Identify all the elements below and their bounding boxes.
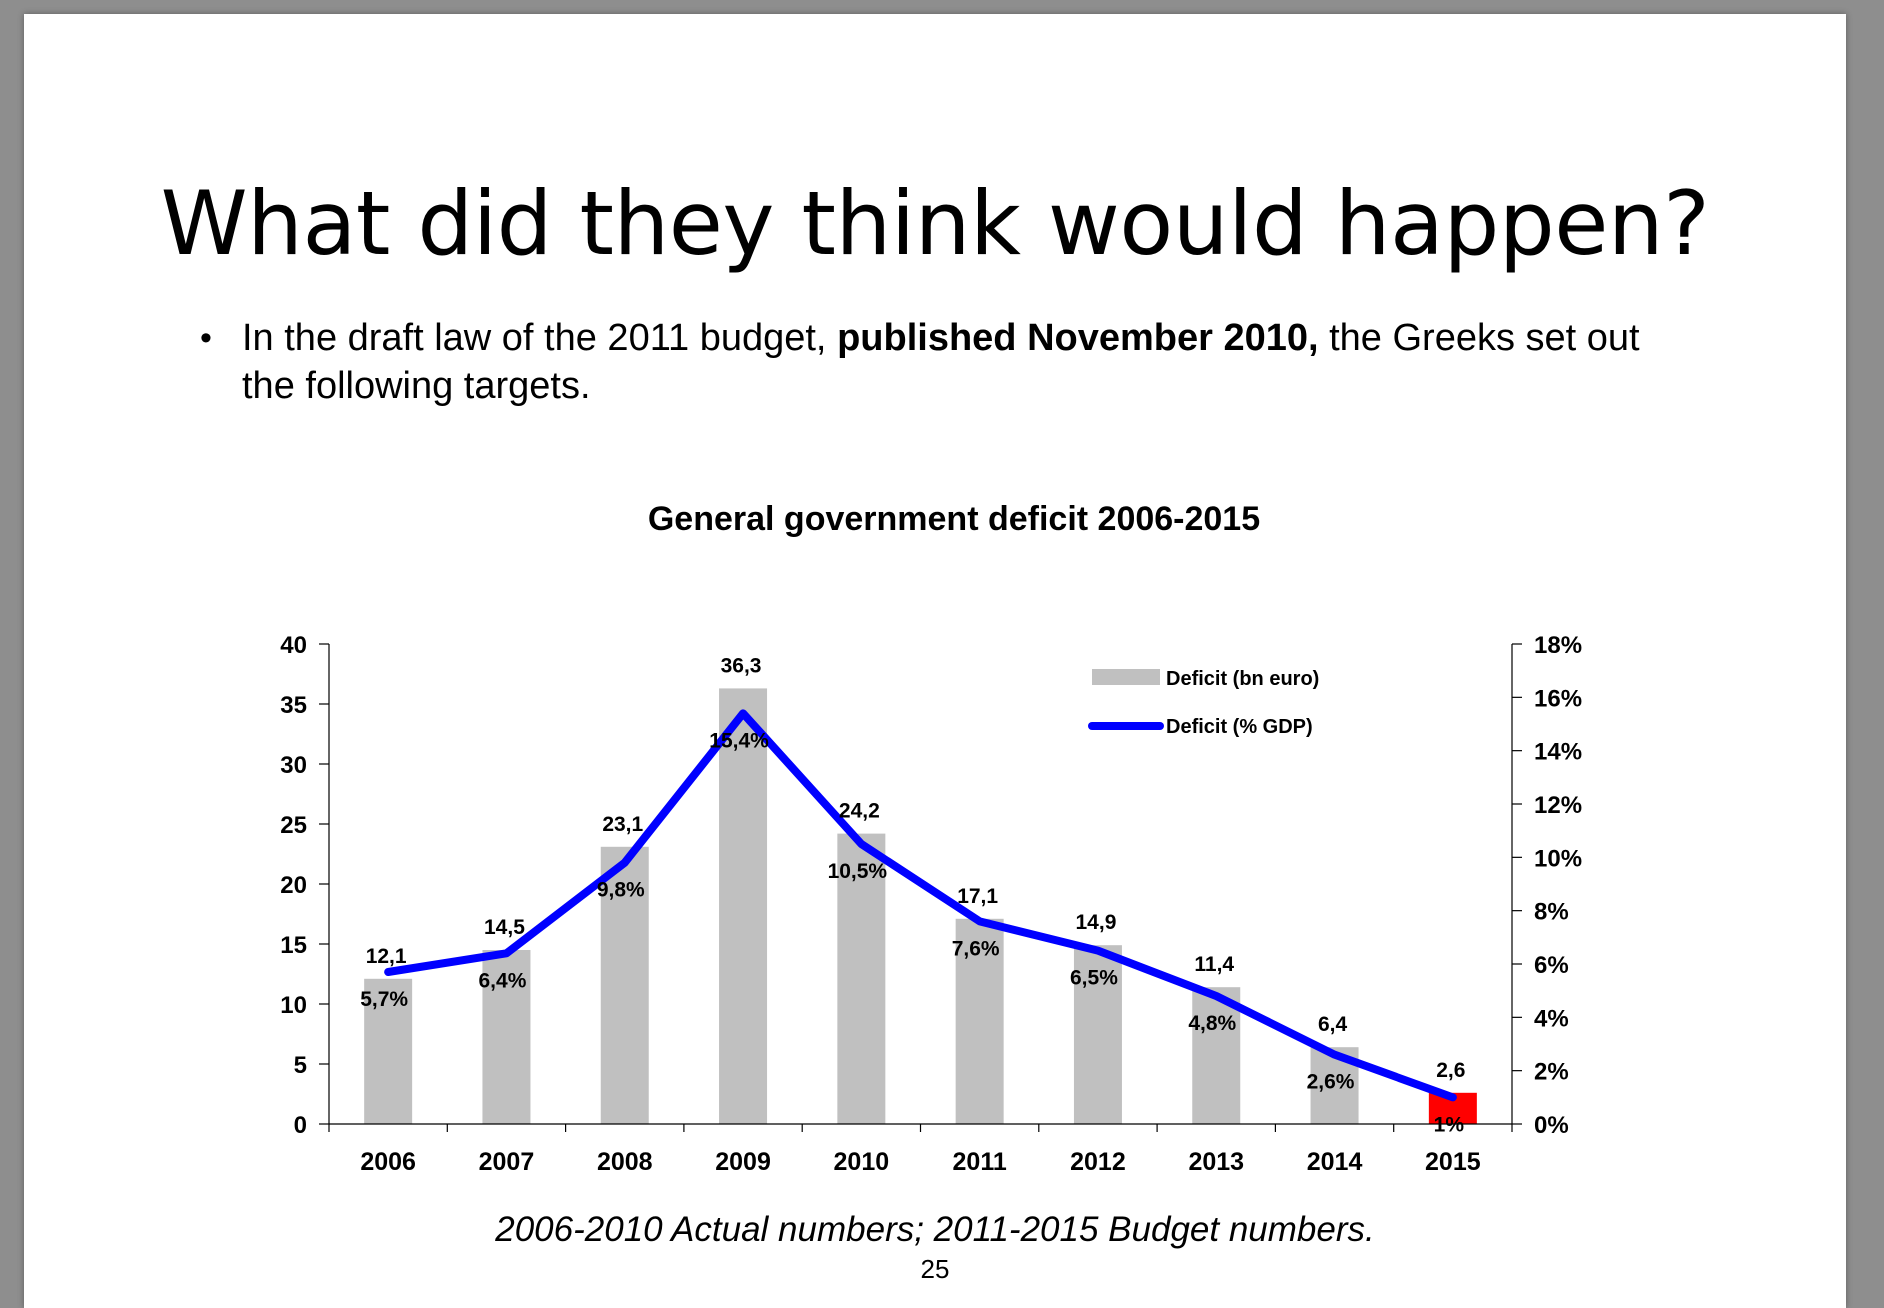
bar-value-label: 36,3 [721, 654, 762, 677]
right-tick-label: 4% [1534, 1005, 1569, 1032]
bar-series [364, 688, 1477, 1124]
left-tick-label: 30 [280, 752, 307, 779]
line-value-label: 9,8% [597, 879, 645, 902]
line-value-label: 6,4% [479, 969, 527, 992]
legend-bar-swatch [1092, 669, 1160, 685]
left-tick-label: 5 [294, 1052, 307, 1079]
bar-2012 [1073, 945, 1122, 1124]
page-number: 25 [920, 1254, 950, 1284]
right-tick-label: 8% [1534, 899, 1569, 926]
bar-value-label: 14,9 [1076, 911, 1117, 934]
line-value-label: 6,5% [1070, 967, 1118, 990]
bar-2013 [1192, 987, 1241, 1124]
line-value-label: 2,6% [1307, 1071, 1355, 1094]
right-tick-label: 6% [1534, 952, 1569, 979]
bullet-text-end: the Greeks set out the following targets… [242, 317, 1640, 407]
left-tick-label: 35 [280, 692, 307, 719]
bar-value-label: 17,1 [957, 885, 998, 908]
bar-value-label: 12,1 [366, 945, 407, 968]
x-tick-label: 2010 [834, 1148, 890, 1176]
right-tick-label: 0% [1534, 1112, 1569, 1139]
x-tick-label: 2012 [1070, 1148, 1126, 1176]
chart-legend: Deficit (bn euro) Deficit (% GDP) [1088, 668, 1319, 738]
bar-2009 [719, 688, 768, 1124]
bar-2006 [364, 978, 413, 1124]
left-tick-label: 0 [294, 1112, 307, 1139]
line-value-label: 4,8% [1188, 1012, 1236, 1035]
right-tick-label: 2% [1534, 1059, 1569, 1086]
left-tick-label: 10 [280, 992, 307, 1019]
line-value-label: 1% [1434, 1113, 1465, 1136]
chart-axes: 0 5 10 15 20 25 30 35 40 0% 2% 4% 6% 8% 10% 12% 14% 16% 18… [280, 632, 1582, 1176]
line-value-label: 5,7% [360, 988, 408, 1011]
bar-2007 [482, 950, 531, 1124]
slide: What did they think would happen? • In t… [24, 14, 1846, 1308]
right-tick-label: 12% [1534, 792, 1582, 819]
line-value-label: 7,6% [952, 937, 1000, 960]
bar-2008 [600, 846, 649, 1124]
right-tick-label: 10% [1534, 845, 1582, 872]
x-tick-label: 2015 [1425, 1148, 1481, 1176]
x-tick-label: 2006 [360, 1148, 416, 1176]
deficit-chart: General government deficit 2006-2015 0 5 1… [280, 500, 1582, 1176]
bar-value-label: 14,5 [484, 916, 525, 939]
line-value-label: 15,4% [709, 729, 769, 752]
bullet-text-start: In the draft law of the 2011 budget, [242, 317, 838, 359]
bar-value-label: 11,4 [1194, 953, 1234, 976]
right-tick-label: 16% [1534, 685, 1582, 712]
bar-value-label: 24,2 [839, 800, 880, 823]
bar-value-label: 6,4 [1318, 1013, 1348, 1036]
bullet-icon: • [200, 319, 212, 357]
line-series [384, 709, 1457, 1102]
bullet-text: In the draft law of the 2011 budget, pub… [242, 314, 1662, 410]
bar-2011 [955, 918, 1004, 1124]
right-tick-label: 14% [1534, 739, 1582, 766]
left-tick-label: 20 [280, 872, 307, 899]
bar-value-label: 2,6 [1436, 1059, 1465, 1082]
x-tick-label: 2009 [715, 1148, 771, 1176]
x-tick-label: 2013 [1188, 1148, 1244, 1176]
data-labels: 12,1 14,5 23,1 36,3 24,2 17,1 14,9 11,4 6,4 2,6 5,… [360, 654, 1465, 1136]
legend-bar-label: Deficit (bn euro) [1166, 668, 1319, 690]
left-tick-label: 40 [280, 632, 307, 659]
chart-title: General government deficit 2006-2015 [648, 500, 1260, 538]
x-tick-label: 2007 [479, 1148, 535, 1176]
x-tick-label: 2014 [1307, 1148, 1363, 1176]
line-value-label: 10,5% [828, 860, 888, 883]
chart-caption: 2006-2010 Actual numbers; 2011-2015 Budg… [495, 1210, 1375, 1249]
gdp-line [384, 709, 1457, 1102]
legend-line-label: Deficit (% GDP) [1166, 716, 1313, 738]
x-tick-label: 2008 [597, 1148, 653, 1176]
left-tick-label: 15 [280, 932, 307, 959]
bar-2010 [837, 833, 886, 1124]
left-tick-label: 25 [280, 812, 307, 839]
x-tick-label: 2011 [953, 1148, 1007, 1176]
bar-value-label: 23,1 [602, 813, 643, 836]
slide-title: What did they think would happen? [160, 172, 1710, 275]
right-tick-label: 18% [1534, 632, 1582, 659]
bullet-text-bold: published November 2010, [837, 317, 1319, 359]
